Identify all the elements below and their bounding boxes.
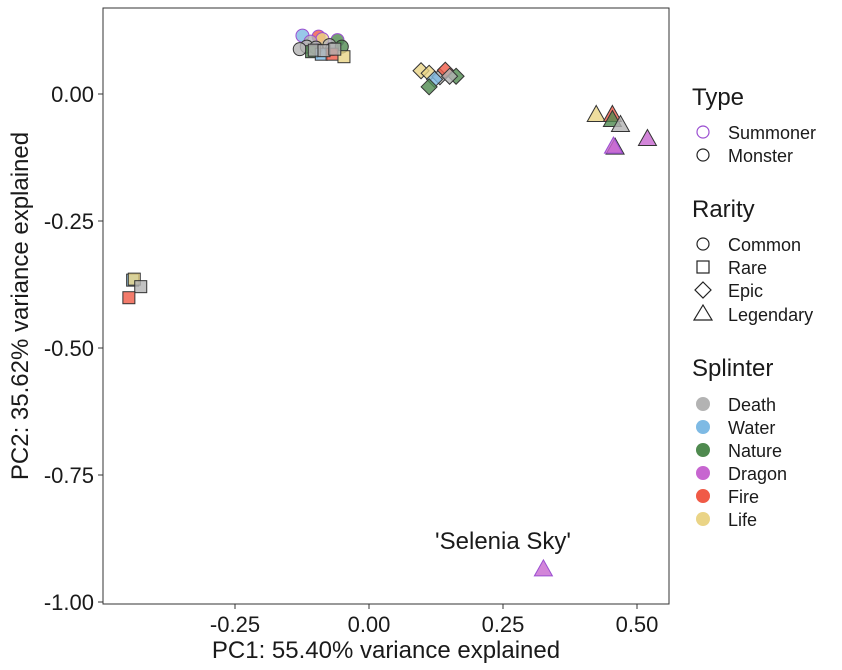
legend-key-water-icon: [696, 420, 710, 434]
legend-key-fire-icon: [696, 489, 710, 503]
data-point: [292, 42, 307, 57]
legend-title-splinter: Splinter: [692, 355, 773, 382]
legend-key-life-icon: [696, 512, 710, 526]
data-point: [610, 114, 631, 132]
y-tick-label: -0.25: [44, 209, 94, 234]
legend-key-nature-icon: [696, 443, 710, 457]
data-point: [533, 558, 554, 577]
legend-label-death: Death: [728, 395, 776, 415]
x-axis-title: PC1: 55.40% variance explained: [212, 637, 560, 664]
x-tick-label: 0.25: [482, 612, 525, 637]
data-point: [134, 280, 148, 294]
data-point: [317, 44, 331, 58]
legend-key-dragon-icon: [696, 466, 710, 480]
selenia-sky-annotation: 'Selenia Sky': [435, 528, 571, 555]
data-point: [637, 128, 658, 147]
data-point: [420, 78, 438, 96]
y-tick-label: -1.00: [44, 590, 94, 615]
legend-label-summoner: Summoner: [728, 123, 816, 143]
data-point: [586, 104, 607, 122]
panel-frame: [102, 7, 670, 605]
legend-label-epic: Epic: [728, 281, 763, 301]
legend-key-death-icon: [696, 397, 710, 411]
splinter-legend-items: Death Water Nature Dragon Fire Life: [696, 395, 787, 530]
legend-label-common: Common: [728, 235, 801, 255]
legend-label-monster: Monster: [728, 146, 793, 166]
legend-key-epic-icon: [694, 281, 712, 299]
data-point: [122, 291, 136, 305]
legend-label-rare: Rare: [728, 258, 767, 278]
legend-key-legendary-icon: [692, 303, 714, 321]
y-tick-label: -0.75: [44, 463, 94, 488]
legend-key-rare-icon: [696, 260, 710, 274]
y-tick-label: 0.00: [51, 82, 94, 107]
legend-key-summoner-icon: [696, 125, 710, 139]
legend-key-common-icon: [696, 237, 710, 251]
y-tick-label: -0.50: [44, 336, 94, 361]
data-point: [440, 67, 459, 85]
legend-label-fire: Fire: [728, 487, 759, 507]
data-points: [122, 28, 658, 577]
x-tick-label: 0.50: [616, 612, 659, 637]
legend: Type Summoner Monster Rarity Common Rare…: [692, 84, 816, 530]
legend-label-dragon: Dragon: [728, 464, 787, 484]
legend-key-monster-icon: [696, 148, 710, 162]
y-axis-title: PC2: 35.62% variance explained: [7, 132, 34, 480]
x-tick-label: -0.25: [210, 612, 260, 637]
y-axis: 0.00 -0.25 -0.50 -0.75 -1.00: [44, 82, 103, 615]
legend-label-nature: Nature: [728, 441, 782, 461]
legend-label-life: Life: [728, 510, 757, 530]
legend-title-type: Type: [692, 84, 744, 111]
legend-title-rarity: Rarity: [692, 196, 755, 223]
data-point: [328, 42, 342, 56]
x-tick-label: 0.00: [348, 612, 391, 637]
x-axis: -0.25 0.00 0.25 0.50: [210, 604, 658, 637]
legend-label-legendary: Legendary: [728, 305, 813, 325]
data-point: [603, 136, 624, 154]
legend-label-water: Water: [728, 418, 775, 438]
